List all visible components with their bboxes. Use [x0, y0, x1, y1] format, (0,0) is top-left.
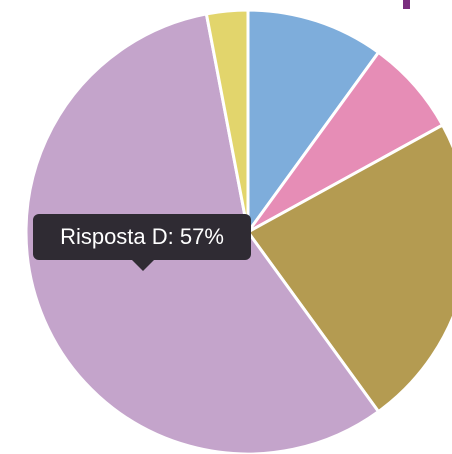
tooltip-arrow	[131, 259, 155, 271]
pie-slice-5[interactable]	[204, 8, 250, 234]
corner-accent	[403, 0, 410, 9]
slice-tooltip: Risposta D: 57%	[33, 214, 251, 260]
tooltip-label: Risposta D: 57%	[60, 224, 224, 249]
pie-slice-1[interactable]	[246, 8, 380, 234]
pie-slice-3[interactable]	[246, 123, 452, 414]
